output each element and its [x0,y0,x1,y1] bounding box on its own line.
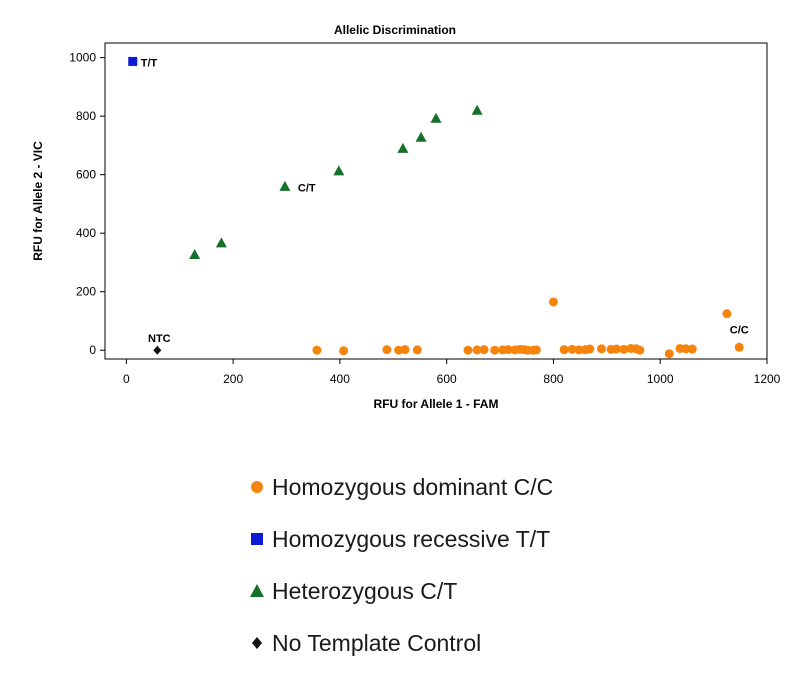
y-axis-label: RFU for Allele 2 - VIC [31,141,45,261]
data-point-circle [472,345,482,355]
black-diamond-icon [252,637,262,649]
data-point-triangle [415,131,427,142]
legend: Homozygous dominant C/C Homozygous reces… [246,461,646,669]
y-tick-label: 600 [76,168,96,182]
data-point-circle [722,309,732,319]
annotation-label: C/C [730,324,749,336]
data-point-circle [687,344,697,354]
legend-item-homozygous-dominant: Homozygous dominant C/C [246,461,646,513]
data-point-circle [400,345,410,355]
data-point-square [128,56,138,66]
data-point-triangle [279,180,291,191]
legend-item-heterozygous: Heterozygous C/T [246,565,646,617]
blue-square-icon [251,533,263,545]
chart-title: Allelic Discrimination [334,23,456,37]
x-tick-label: 800 [543,372,563,386]
data-point-circle [734,342,744,352]
annotation-label: NTC [148,333,171,345]
y-tick-label: 200 [76,285,96,299]
x-tick-label: 1200 [754,372,781,386]
x-tick-label: 1000 [647,372,674,386]
data-point-circle [463,345,473,355]
data-point-circle [559,345,569,355]
data-point-triangle [215,237,227,248]
y-tick-label: 1000 [69,51,96,65]
data-point-circle [503,345,513,355]
plot-frame [104,42,768,360]
annotation-label: C/T [298,182,316,194]
data-point-circle [479,345,489,355]
data-point-circle [382,345,392,355]
data-point-triangle [471,104,483,115]
data-point-circle [681,344,691,354]
y-tick-label: 400 [76,226,96,240]
x-tick-label: 200 [223,372,243,386]
data-point-circle [574,345,584,355]
data-point-diamond [153,345,162,355]
legend-label: Heterozygous C/T [272,577,458,604]
data-point-circle [597,344,606,354]
x-axis-label: RFU for Allele 1 - FAM [374,397,499,411]
allelic-discrimination-chart: Allelic Discrimination 0 200 400 600 800 1000… [31,23,781,411]
data-point-circle [664,349,674,359]
y-tick-label: 800 [76,109,96,123]
data-point-circle [585,344,595,354]
orange-circle-icon [251,481,263,493]
data-point-circle [339,346,349,356]
legend-item-no-template-control: No Template Control [246,617,646,669]
y-tick-label: 0 [89,343,96,357]
data-point-circle [312,345,322,355]
data-point-circle [490,345,500,355]
data-point-triangle [189,249,201,260]
legend-label: Homozygous recessive T/T [272,525,551,552]
data-point-circle [619,344,629,354]
legend-label: Homozygous dominant C/C [272,473,554,500]
data-point-circle [635,345,645,355]
data-point-circle [412,345,422,355]
x-tick-label: 600 [437,372,457,386]
annotation-label: T/T [141,57,158,69]
data-point-circle [567,344,577,354]
legend-label: No Template Control [272,629,482,656]
data-point-circle [611,344,621,354]
data-point-triangle [397,142,409,153]
green-triangle-icon [250,584,264,597]
data-point-triangle [430,112,442,123]
x-tick-label: 400 [330,372,350,386]
legend-item-homozygous-recessive: Homozygous recessive T/T [246,513,646,565]
data-point-circle [531,345,541,355]
x-tick-label: 0 [123,372,130,386]
data-point-circle [548,297,558,307]
data-point-triangle [333,165,345,176]
